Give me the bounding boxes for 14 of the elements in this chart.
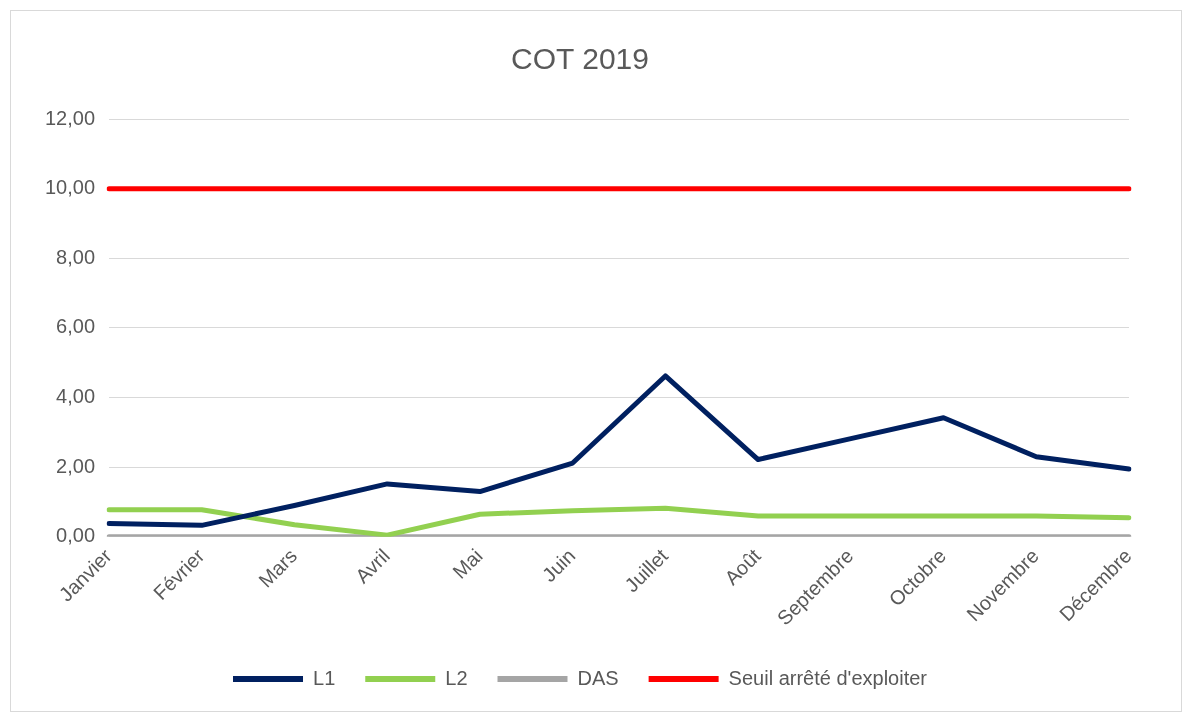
y-tick-label: 4,00 [56,385,96,408]
x-tick-label: Mai [448,544,487,583]
chart-title: COT 2019 [511,42,649,76]
y-tick-label: 0,00 [56,524,96,547]
y-tick-label: 8,00 [56,245,96,268]
y-tick-label: 12,00 [44,106,96,129]
y-tick-label: 2,00 [56,454,96,477]
y-tick-label: 10,00 [44,176,96,199]
x-tick-label: Juin [537,544,580,587]
legend-label: L2 [445,666,468,689]
legend-label: Seuil arrêté d'exploiter [728,666,928,689]
y-tick-label: 6,00 [56,315,96,338]
legend-label: L1 [313,666,336,689]
legend-label: DAS [577,666,619,689]
